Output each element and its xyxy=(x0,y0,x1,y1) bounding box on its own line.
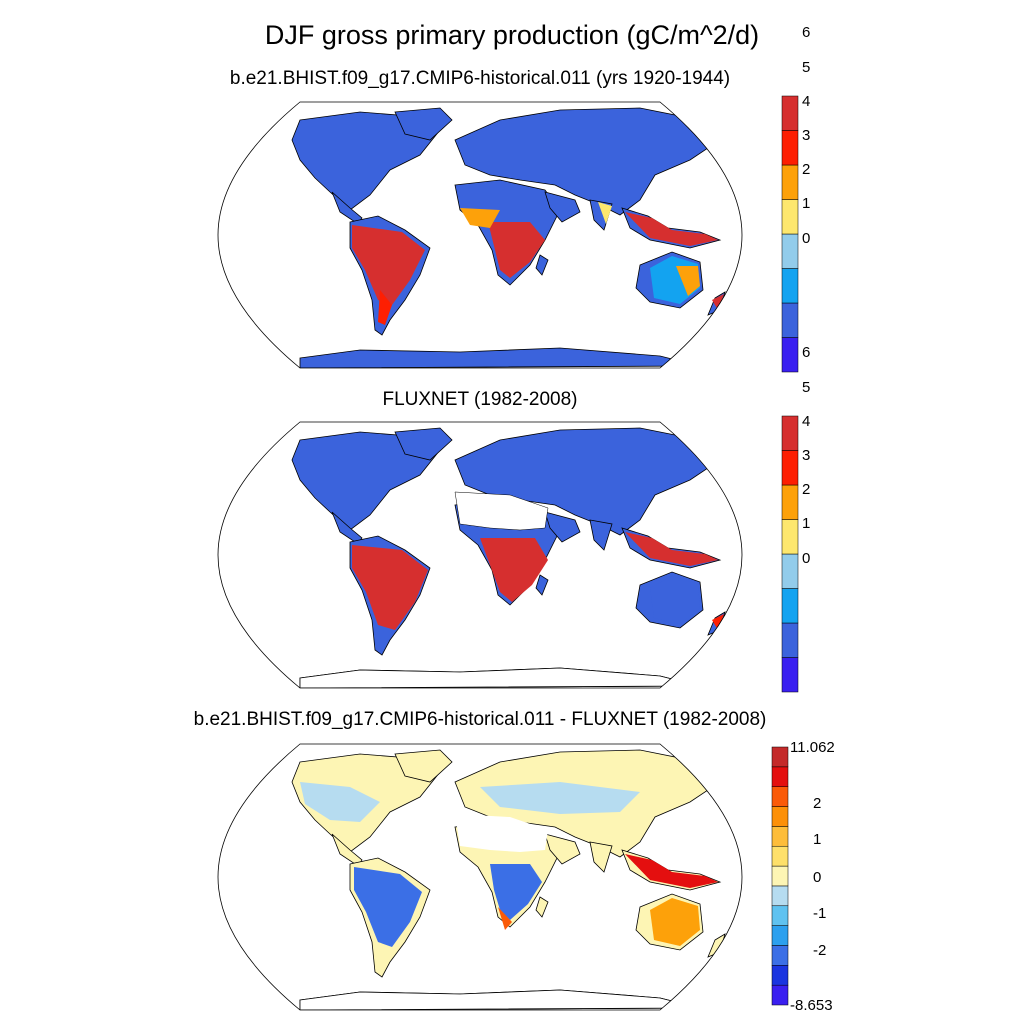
panel-1-title: b.e21.BHIST.f09_g17.CMIP6-historical.011… xyxy=(229,68,731,89)
map-border xyxy=(217,101,743,369)
colorbar-tick-label: 3 xyxy=(802,127,810,144)
australia-region xyxy=(650,576,700,624)
boreal-region xyxy=(480,782,640,814)
amazon-region xyxy=(352,225,425,305)
east-australia-region xyxy=(676,266,700,296)
colorbar-segment xyxy=(771,786,789,807)
south-america-edge xyxy=(378,290,392,325)
colorbar-tick-label: 0 xyxy=(813,869,821,886)
colorbar: 0 1 2 3 4 5 6 xyxy=(781,344,810,693)
colorbar-tick-label: 0 xyxy=(802,230,810,247)
colorbar-tick-label: 0 xyxy=(802,550,810,567)
nz-region xyxy=(712,614,724,630)
amazon-region xyxy=(352,545,428,630)
colorbar-segment xyxy=(771,746,789,768)
colorbar-segment xyxy=(781,519,799,555)
colorbar-tick-label: 5 xyxy=(802,59,810,76)
panel-3-title: b.e21.BHIST.f09_g17.CMIP6-historical.011… xyxy=(193,709,767,730)
central-africa-region xyxy=(488,222,545,278)
west-africa-region xyxy=(460,208,500,228)
colorbar-segment xyxy=(781,588,799,624)
colorbar-segment xyxy=(781,268,799,304)
colorbar-segment xyxy=(771,885,789,907)
colorbar-segment xyxy=(781,553,799,589)
figure-title: DJF gross primary production (gC/m^2/d) xyxy=(264,20,760,50)
colorbar-tick-label: -2 xyxy=(813,942,826,959)
colorbar-segment xyxy=(771,965,789,986)
central-africa-region xyxy=(490,864,542,920)
colorbar-segment xyxy=(771,945,789,966)
colorbar-tick-label: 2 xyxy=(802,161,810,178)
colorbar-tick-label: 4 xyxy=(802,93,810,110)
map-border xyxy=(217,743,743,1011)
colorbar-tick-label: 2 xyxy=(813,795,821,812)
panel-2-title: FLUXNET (1982-2008) xyxy=(382,389,578,410)
colorbar-tick-label: -8.653 xyxy=(790,997,833,1014)
central-africa-region xyxy=(480,538,548,602)
colorbar-tick-label: 2 xyxy=(802,481,810,498)
colorbar-tick-label: 1 xyxy=(813,831,821,848)
south-africa-region xyxy=(498,907,512,930)
colorbar-segment xyxy=(771,984,789,1006)
colorbar-segment xyxy=(771,865,789,887)
colorbar-segment xyxy=(771,845,789,867)
sahara-missing xyxy=(454,491,549,531)
map-border xyxy=(217,421,743,689)
colorbar-tick-label: 4 xyxy=(802,413,810,430)
sahara-missing xyxy=(455,814,548,852)
nz-region xyxy=(712,294,724,310)
se-asia-region xyxy=(625,532,718,566)
colorbar-tick-label: 6 xyxy=(802,344,810,361)
colorbar: 0 1 2 3 4 5 6 xyxy=(781,24,810,373)
colorbar-tick-label: 6 xyxy=(802,24,810,41)
se-asia-region xyxy=(625,854,718,888)
colorbar-segment xyxy=(781,415,799,451)
colorbar-segment xyxy=(781,337,799,373)
north-america-region xyxy=(300,782,380,822)
colorbar-tick-label: -1 xyxy=(813,905,826,922)
colorbar-segment xyxy=(781,450,799,486)
colorbar: 11.062 2 1 0 -1 -2 -8.653 xyxy=(771,739,835,1014)
australia-region xyxy=(650,898,700,946)
colorbar-segment xyxy=(771,826,789,847)
colorbar-tick-label: 1 xyxy=(802,195,810,212)
colorbar-tick-label: 1 xyxy=(802,515,810,532)
colorbar-segment xyxy=(781,164,799,200)
colorbar-tick-label: 5 xyxy=(802,379,810,396)
colorbar-segment xyxy=(781,130,799,166)
colorbar-segment xyxy=(771,905,789,926)
india-region xyxy=(598,202,612,224)
colorbar-tick-label: 11.062 xyxy=(790,739,835,756)
colorbar-segment xyxy=(781,657,799,693)
se-asia-region xyxy=(625,212,718,246)
colorbar-tick-label: 3 xyxy=(802,447,810,464)
colorbar-segment xyxy=(771,806,789,827)
colorbar-segment xyxy=(781,95,799,131)
colorbar-segment xyxy=(781,302,799,338)
colorbar-segment xyxy=(781,199,799,235)
colorbar-segment xyxy=(771,766,789,787)
amazon-region xyxy=(354,867,422,947)
colorbar-segment xyxy=(781,233,799,269)
colorbar-segment xyxy=(771,925,789,946)
colorbar-segment xyxy=(781,484,799,520)
colorbar-segment xyxy=(781,622,799,658)
